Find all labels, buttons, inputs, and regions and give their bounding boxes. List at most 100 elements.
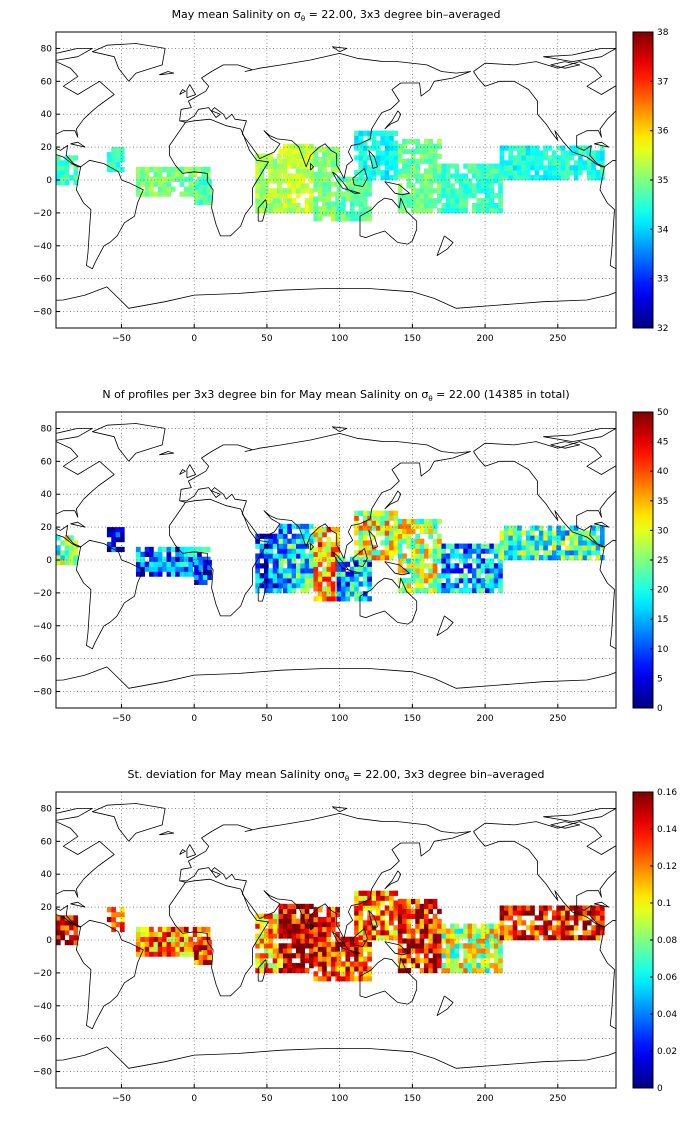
heatmap-cell: [330, 206, 336, 212]
heatmap-cell: [380, 915, 386, 921]
heatmap-cell: [287, 553, 292, 559]
heatmap-cell: [362, 905, 368, 911]
heatmap-cell: [582, 910, 588, 916]
heatmap-cell: [424, 143, 429, 150]
heatmap-cell: [64, 920, 70, 926]
heatmap-cell: [384, 930, 390, 936]
heatmap-cell: [573, 170, 579, 176]
heatmap-cell: [489, 933, 495, 939]
heatmap-cell: [166, 556, 172, 562]
chart-panel-2: −50 0 50 100 150 200 250806040200−20−40−60−80N…: [33, 388, 669, 724]
heatmap-cell: [504, 555, 509, 561]
heatmap-cell: [268, 558, 274, 564]
colorbar-tick-label: 36: [657, 127, 669, 137]
heatmap-cell: [441, 203, 447, 209]
heatmap-cell: [402, 578, 407, 584]
heatmap-cell: [458, 203, 464, 209]
heatmap-cell: [489, 587, 495, 594]
heatmap-cell: [300, 563, 306, 569]
heatmap-cell: [552, 910, 557, 916]
heatmap-cell: [560, 160, 566, 166]
heatmap-cell: [287, 523, 292, 530]
heatmap-cell: [287, 948, 292, 954]
heatmap-cell: [330, 921, 336, 928]
heatmap-cell: [578, 935, 583, 941]
heatmap-cell: [472, 933, 477, 939]
heatmap-cell: [166, 176, 172, 182]
heatmap-cell: [166, 926, 172, 933]
heatmap-cell: [485, 173, 490, 179]
heatmap-cell: [179, 936, 185, 942]
heatmap-cell: [467, 943, 473, 949]
heatmap-cell: [157, 946, 163, 952]
heatmap-cell: [296, 203, 301, 209]
heatmap-cell: [313, 196, 319, 202]
heatmap-cell: [354, 155, 359, 161]
heatmap-cell: [144, 936, 150, 942]
coastline: [92, 803, 166, 842]
heatmap-cell: [175, 926, 180, 933]
heatmap-cell: [317, 907, 323, 913]
heatmap-cell: [389, 535, 394, 541]
heatmap-cell: [380, 555, 386, 561]
heatmap-cell: [304, 143, 310, 150]
heatmap-cell: [591, 155, 596, 161]
heatmap-cell: [317, 596, 323, 602]
heatmap-cell: [595, 160, 601, 166]
heatmap-cell: [197, 926, 202, 933]
heatmap-cell: [354, 910, 359, 916]
heatmap-cell: [376, 895, 381, 901]
heatmap-cell: [380, 160, 386, 166]
heatmap-cell: [309, 173, 314, 179]
heatmap-cell: [445, 938, 451, 944]
heatmap-cell: [341, 176, 346, 182]
heatmap-cell: [389, 935, 394, 941]
heatmap-cell: [296, 168, 301, 174]
heatmap-cell: [287, 203, 292, 209]
plot-frame: [55, 791, 617, 1089]
heatmap-cell: [287, 963, 292, 969]
heatmap-cell: [309, 143, 314, 150]
heatmap-cell: [73, 165, 79, 171]
heatmap-cell: [565, 530, 570, 536]
heatmap-cell: [463, 948, 468, 954]
heatmap-cell: [136, 166, 141, 173]
heatmap-cell: [424, 523, 429, 530]
heatmap-cell: [499, 910, 505, 916]
heatmap-cell: [384, 165, 390, 171]
heatmap-cell: [162, 546, 167, 553]
heatmap-cell: [582, 530, 588, 536]
heatmap-cell: [489, 203, 495, 209]
heatmap-cell: [437, 587, 442, 594]
heatmap-cell: [144, 546, 150, 553]
heatmap-cell: [330, 147, 336, 153]
heatmap-cell: [272, 963, 278, 969]
heatmap-cell: [205, 546, 211, 553]
heatmap-cell: [330, 961, 336, 967]
heatmap-cell: [467, 163, 473, 169]
heatmap-cell: [268, 938, 274, 944]
heatmap-cell: [111, 147, 116, 153]
heatmap-cell: [268, 538, 274, 544]
heatmap-cell: [278, 203, 284, 209]
heatmap-cell: [60, 550, 66, 556]
heatmap-cell: [188, 176, 194, 182]
heatmap-cell: [463, 543, 468, 549]
heatmap-cell: [136, 941, 141, 947]
heatmap-cell: [415, 553, 420, 559]
heatmap-cell: [389, 175, 394, 181]
heatmap-cell: [153, 941, 159, 947]
heatmap-cell: [345, 591, 351, 597]
heatmap-cell: [556, 155, 562, 161]
heatmap-cell: [463, 573, 468, 579]
heatmap-cell: [521, 150, 527, 156]
heatmap-cell: [282, 523, 288, 530]
heatmap-cell: [437, 558, 442, 564]
heatmap-cell: [556, 540, 562, 546]
heatmap-cell: [560, 145, 566, 151]
heatmap-cell: [354, 130, 359, 136]
heatmap-cell: [397, 518, 403, 525]
heatmap-cell: [326, 591, 332, 597]
heatmap-cell: [162, 176, 167, 182]
heatmap-cell: [534, 155, 540, 161]
